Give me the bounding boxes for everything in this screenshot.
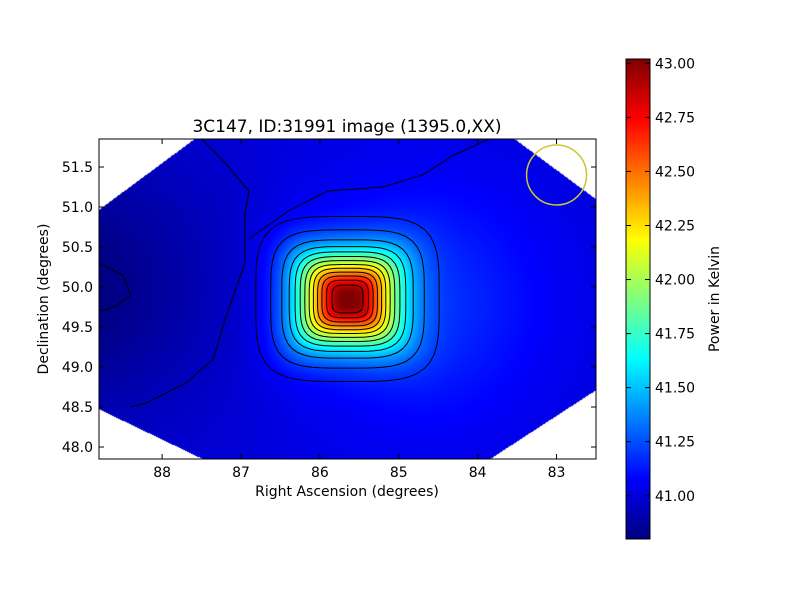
y-tick-label: 48.5 [62,400,93,416]
x-axis: 88 87 86 85 84 83 [153,139,565,481]
contour-line [99,262,132,312]
colorbar-tick-label: 41.75 [655,327,695,343]
contour-line [304,260,391,338]
contour-line [321,275,374,323]
colorbar-tick-label: 42.75 [655,110,695,126]
contour-line [281,239,414,359]
contour-line [288,246,407,352]
x-axis-label: Right Ascension (degrees) [255,484,439,500]
colorbar-tick-label: 41.25 [655,435,695,451]
colorbar-tick-label: 41.50 [655,381,695,397]
beam-circle [525,144,588,206]
contour-line [317,271,378,327]
x-tick-label: 85 [390,465,408,481]
x-tick-label: 83 [548,465,566,481]
colorbar-tick-label: 42.25 [655,218,695,234]
colorbar-label: Power in Kelvin [707,246,723,352]
x-tick-label: 88 [153,465,171,481]
contour-line [270,229,425,369]
chart-title: 3C147, ID:31991 image (1395.0,XX) [192,117,501,137]
contour-line [312,267,383,331]
heatmap-image [99,139,596,459]
contour-line [255,216,440,382]
y-axis-label: Declination (degrees) [36,224,52,375]
y-tick-label: 48.0 [62,440,93,456]
contour-line [326,279,369,319]
y-tick-label: 49.0 [62,360,93,376]
plot-frame [98,138,597,460]
x-tick-label: 84 [469,465,487,481]
contour-line [130,139,250,408]
colorbar-gradient [626,59,650,539]
colorbar-axis: 41.00 41.25 41.50 41.75 42.00 42.25 42.50 42.75… [626,56,695,505]
x-tick-label: 86 [311,465,329,481]
colorbar-frame [625,58,651,540]
x-tick-label: 87 [232,465,250,481]
contour-line [331,284,364,314]
y-tick-label: 49.5 [62,320,93,336]
colorbar-tick-label: 42.00 [655,273,695,289]
contour-lines [99,139,490,408]
contour-line [308,264,387,334]
contour-line [299,256,396,342]
y-tick-label: 51.5 [62,160,93,176]
colorbar-tick-label: 42.50 [655,164,695,180]
y-tick-label: 50.0 [62,280,93,296]
colorbar-tick-label: 41.00 [655,489,695,505]
y-tick-label: 51.0 [62,200,93,216]
colorbar-tick-label: 43.00 [655,56,695,72]
y-tick-label: 50.5 [62,240,93,256]
y-axis: 48.0 48.5 49.0 49.5 50.0 50.5 51.0 51.5 [62,160,596,456]
contour-line [294,251,401,347]
contour-line [248,139,490,240]
